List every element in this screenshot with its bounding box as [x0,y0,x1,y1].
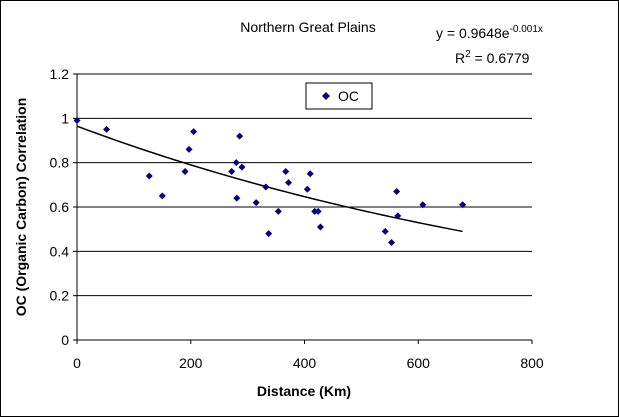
y-tick-label: 0.8 [50,155,70,171]
data-point [419,201,427,209]
data-point [158,192,166,200]
tick-labels: 0 0.2 0.4 0.6 0.8 1 1.2 0 200 400 600 800 [50,66,544,371]
x-tick-label: 600 [407,355,431,371]
y-tick-label: 1 [61,110,69,126]
exponential-trendline [76,125,463,233]
y-tick-label: 0.6 [50,199,70,215]
x-tick-label: 200 [179,355,203,371]
data-point [314,207,322,215]
data-point [274,207,282,215]
data-point [252,199,260,207]
data-point [190,128,198,136]
y-tick-label: 0 [61,332,69,348]
equation-exponent: -0.001x [510,24,543,35]
data-point [265,230,273,238]
equation-main: y = 0.9648e [436,25,510,41]
data-point [394,212,402,220]
data-points [73,117,467,246]
trendline-layer [76,125,463,233]
data-point [145,172,153,180]
data-point [232,159,240,167]
data-point [285,179,293,187]
x-axis-title: Distance (Km) [257,383,351,399]
r-squared-label: R [455,50,465,66]
y-axis-title: OC (Organic Carbon) Correlation [13,98,29,317]
legend-box [305,82,373,110]
data-point [393,187,401,195]
data-point [73,117,81,125]
data-point [381,227,389,235]
data-point [181,168,189,176]
data-point [262,183,270,191]
axis-layer [73,73,533,344]
x-tick-label: 400 [293,355,317,371]
y-tick-label: 0.2 [50,288,70,304]
legend-label: OC [338,88,359,104]
y-tick-label: 0.4 [50,243,70,259]
data-point [238,163,246,171]
data-point [282,168,290,176]
data-point [316,223,324,231]
data-point [459,201,467,209]
data-point [228,168,236,176]
grid-layer [77,73,532,297]
chart-title: Northern Great Plains [240,19,375,35]
data-point [236,132,244,140]
data-point [233,194,241,202]
r-squared-sup: 2 [465,49,471,60]
trendline-equation: y = 0.9648e-0.001x [436,24,543,41]
x-tick-label: 800 [520,355,544,371]
legend: OC [305,82,373,110]
x-tick-label: 0 [73,355,81,371]
data-point [388,238,396,246]
r-squared: R2 = 0.6779 [455,49,530,66]
data-point [185,145,193,153]
y-tick-label: 1.2 [50,66,70,82]
r-squared-value: = 0.6779 [471,50,530,66]
data-point [103,125,111,133]
data-point [303,185,311,193]
legend-marker-icon [322,92,330,100]
data-point [306,170,314,178]
